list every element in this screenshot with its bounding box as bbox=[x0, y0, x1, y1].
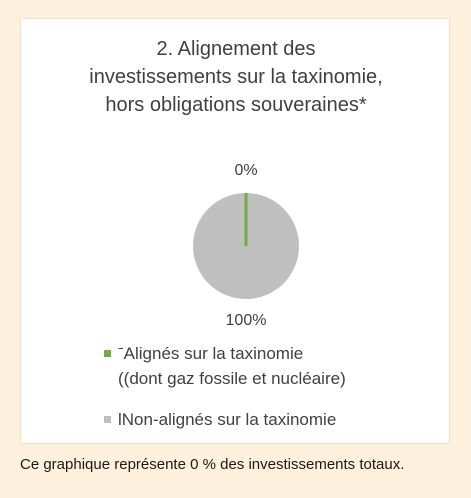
chart-title: 2. Alignement des investissements sur la … bbox=[21, 35, 451, 119]
pie-chart: 0% 100% bbox=[193, 162, 299, 329]
footnote: Ce graphique représente 0 % des investis… bbox=[20, 456, 405, 473]
title-line: hors obligations souveraines* bbox=[105, 94, 367, 116]
legend-swatch bbox=[104, 350, 111, 357]
legend-entry: lNon-alignés sur la taxinomie bbox=[101, 407, 346, 432]
title-line: investissements sur la taxinomie, bbox=[89, 66, 383, 88]
legend: ˉAlignés sur la taxinomie ((dont gaz fos… bbox=[101, 341, 346, 448]
legend-label: lNon-alignés sur la taxinomie bbox=[118, 410, 337, 429]
chart-panel: 2. Alignement des investissements sur la … bbox=[20, 18, 450, 444]
legend-entry: ˉAlignés sur la taxinomie ((dont gaz fos… bbox=[101, 341, 346, 391]
data-label: 0% bbox=[234, 162, 257, 179]
title-line: 2. Alignement des bbox=[156, 38, 316, 60]
data-label: 100% bbox=[226, 312, 267, 329]
legend-label: ˉAlignés sur la taxinomie ((dont gaz fos… bbox=[118, 344, 346, 388]
legend-swatch bbox=[104, 416, 111, 423]
